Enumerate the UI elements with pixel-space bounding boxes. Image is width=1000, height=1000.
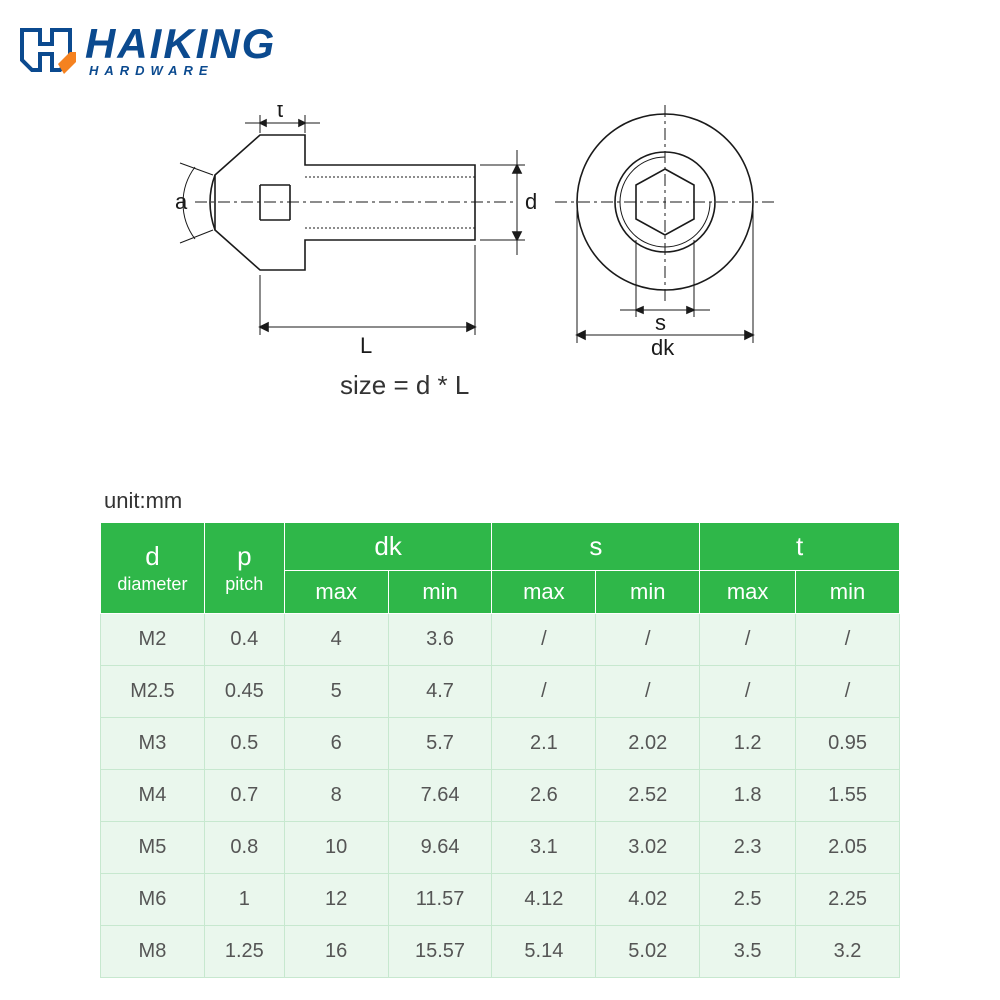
table-cell: 2.3	[700, 822, 796, 874]
table-cell: 3.6	[388, 614, 492, 666]
table-cell: M5	[101, 822, 205, 874]
table-cell: /	[596, 666, 700, 718]
table-cell: 3.1	[492, 822, 596, 874]
table-cell: 0.8	[204, 822, 284, 874]
table-cell: 3.2	[796, 926, 900, 978]
diagram-label-L: L	[360, 333, 372, 358]
table-header-cell: ddiameter	[101, 523, 205, 614]
table-cell: 8	[284, 770, 388, 822]
unit-label: unit:mm	[104, 488, 182, 514]
table-cell: 16	[284, 926, 388, 978]
diagram-label-s: s	[655, 310, 666, 335]
table-cell: 1.55	[796, 770, 900, 822]
table-body: M20.443.6////M2.50.4554.7////M30.565.72.…	[101, 614, 900, 978]
table-cell: 15.57	[388, 926, 492, 978]
table-cell: 1	[204, 874, 284, 926]
table-cell: 0.4	[204, 614, 284, 666]
table-subheader-cell: max	[284, 571, 388, 614]
table-cell: 5.7	[388, 718, 492, 770]
size-formula: size = d * L	[340, 370, 469, 401]
table-cell: /	[492, 614, 596, 666]
table-cell: 0.45	[204, 666, 284, 718]
table-cell: 10	[284, 822, 388, 874]
logo-text: HAIKING HARDWARE	[85, 20, 276, 78]
table-cell: 5	[284, 666, 388, 718]
table-row: M611211.574.124.022.52.25	[101, 874, 900, 926]
diagram-label-d: d	[525, 189, 537, 214]
table-cell: 2.6	[492, 770, 596, 822]
table-cell: 2.1	[492, 718, 596, 770]
logo-main-text: HAIKING	[85, 20, 276, 68]
logo-sub-text: HARDWARE	[89, 63, 276, 78]
table-cell: 4.12	[492, 874, 596, 926]
diagram-label-dk: dk	[651, 335, 675, 360]
table-cell: 7.64	[388, 770, 492, 822]
table-cell: 2.52	[596, 770, 700, 822]
table-cell: 2.5	[700, 874, 796, 926]
table-cell: 2.05	[796, 822, 900, 874]
table-cell: 1.2	[700, 718, 796, 770]
table-cell: M6	[101, 874, 205, 926]
diagram-label-a: a	[175, 189, 188, 214]
table-cell: 1.25	[204, 926, 284, 978]
table-cell: 0.7	[204, 770, 284, 822]
table-cell: /	[796, 666, 900, 718]
table-cell: 1.8	[700, 770, 796, 822]
table-cell: 12	[284, 874, 388, 926]
table-cell: 4.02	[596, 874, 700, 926]
table-cell: 4.7	[388, 666, 492, 718]
table-row: M81.251615.575.145.023.53.2	[101, 926, 900, 978]
table-cell: M2	[101, 614, 205, 666]
table-row: M30.565.72.12.021.20.95	[101, 718, 900, 770]
table-cell: /	[596, 614, 700, 666]
logo-mark	[20, 22, 80, 77]
table-subheader-cell: min	[796, 571, 900, 614]
table-row: M50.8109.643.13.022.32.05	[101, 822, 900, 874]
table-cell: 2.02	[596, 718, 700, 770]
table-cell: 2.25	[796, 874, 900, 926]
table-cell: 4	[284, 614, 388, 666]
table-cell: 5.02	[596, 926, 700, 978]
table-header-cell: ppitch	[204, 523, 284, 614]
table-cell: M8	[101, 926, 205, 978]
table-cell: 9.64	[388, 822, 492, 874]
diagram-label-t: t	[277, 105, 283, 122]
table-cell: 11.57	[388, 874, 492, 926]
table-cell: 3.5	[700, 926, 796, 978]
table-cell: 3.02	[596, 822, 700, 874]
table-row: M20.443.6////	[101, 614, 900, 666]
table-cell: M4	[101, 770, 205, 822]
table-cell: 0.95	[796, 718, 900, 770]
table-cell: M2.5	[101, 666, 205, 718]
table-row: M2.50.4554.7////	[101, 666, 900, 718]
table-cell: 5.14	[492, 926, 596, 978]
table-cell: 0.5	[204, 718, 284, 770]
table-cell: /	[700, 614, 796, 666]
table-header-cell: s	[492, 523, 700, 571]
table-cell: M3	[101, 718, 205, 770]
technical-diagram: t a d L s dk	[175, 105, 825, 380]
table-cell: /	[796, 614, 900, 666]
table-subheader-cell: min	[596, 571, 700, 614]
table-cell: /	[492, 666, 596, 718]
table-subheader-cell: min	[388, 571, 492, 614]
logo: HAIKING HARDWARE	[20, 20, 276, 78]
table-header-cell: t	[700, 523, 900, 571]
table-row: M40.787.642.62.521.81.55	[101, 770, 900, 822]
table-header: ddiameterppitchdkstmaxminmaxminmaxmin	[101, 523, 900, 614]
table-cell: 6	[284, 718, 388, 770]
spec-table: ddiameterppitchdkstmaxminmaxminmaxmin M2…	[100, 522, 900, 978]
table-header-cell: dk	[284, 523, 492, 571]
table-subheader-cell: max	[700, 571, 796, 614]
table-subheader-cell: max	[492, 571, 596, 614]
table-cell: /	[700, 666, 796, 718]
